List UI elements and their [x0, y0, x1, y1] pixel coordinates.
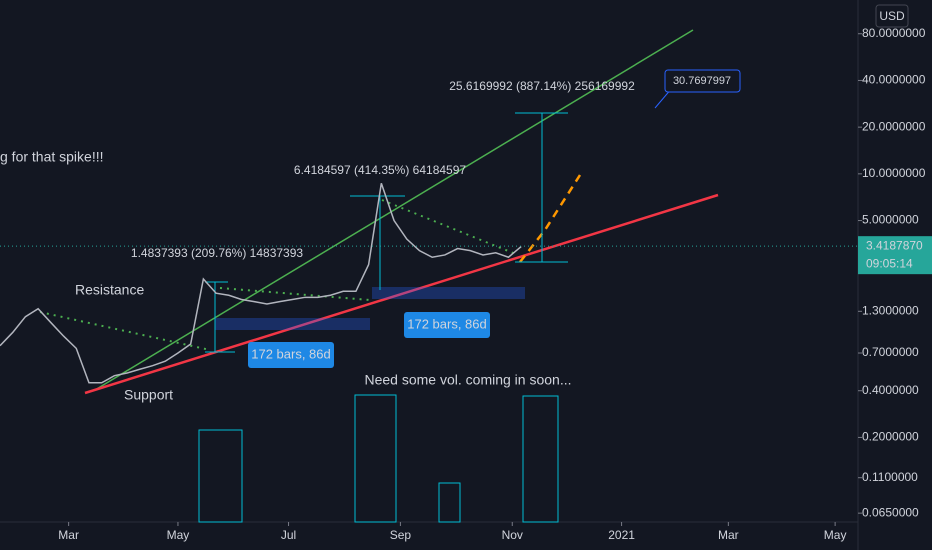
y-tick-label: 10.0000000	[862, 166, 926, 180]
x-tick-label: Jul	[281, 528, 296, 542]
x-tick-label: Nov	[502, 528, 523, 542]
price-line	[0, 182, 522, 384]
range-box	[215, 318, 370, 330]
x-tick-label: May	[824, 528, 847, 542]
range-box	[372, 287, 525, 299]
annotation: 172 bars, 86d	[251, 346, 331, 361]
y-tick-label: 0.7000000	[862, 345, 919, 359]
x-tick-label: 2021	[608, 528, 635, 542]
annotation: Support	[124, 387, 173, 403]
last-price-box	[858, 236, 932, 275]
y-tick-label: 20.0000000	[862, 119, 926, 133]
last-price-label: 3.4187870	[866, 238, 923, 252]
y-tick-label: 0.2000000	[862, 430, 919, 444]
callout-box	[664, 69, 741, 93]
resistance-line	[94, 29, 694, 391]
annotation: 30.7697997	[673, 75, 731, 87]
y-tick-label: 1.3000000	[862, 303, 919, 317]
y-tick-label: 0.1100000	[862, 470, 918, 484]
annotation: Resistance	[75, 282, 144, 298]
annotation: g for that spike!!!	[0, 149, 104, 165]
annotation: 6.4184597 (414.35%) 64184597	[294, 163, 466, 177]
currency[interactable]: USD	[879, 9, 905, 23]
volume-box	[522, 395, 559, 523]
x-tick-label: Mar	[58, 528, 79, 542]
bars-label-box	[404, 312, 490, 338]
y-tick-label: 0.0650000	[862, 505, 919, 519]
currency-box[interactable]	[875, 4, 909, 28]
y-tick-label: 140.0000000	[862, 0, 932, 2]
downtrend-dots	[39, 311, 211, 351]
annotation: Need some vol. coming in soon...	[365, 372, 572, 388]
y-tick-label: 0.4000000	[862, 383, 919, 397]
support-line	[84, 193, 719, 395]
x-tick-label: May	[167, 528, 190, 542]
annotation: 25.6169992 (887.14%) 256169992	[449, 79, 635, 93]
countdown: 09:05:14	[866, 256, 913, 270]
y-tick-label: 80.0000000	[862, 26, 926, 40]
y-tick-label: 40.0000000	[862, 73, 926, 87]
bars-label-box	[248, 342, 334, 368]
x-tick-label: Sep	[390, 528, 412, 542]
volume-box	[438, 482, 461, 523]
projection	[519, 174, 582, 263]
volume-box	[354, 394, 397, 523]
volume-box	[198, 429, 243, 523]
y-tick-label: 5.0000000	[862, 213, 919, 227]
annotation: 172 bars, 86d	[407, 316, 487, 331]
annotation: 1.4837393 (209.76%) 14837393	[131, 246, 303, 260]
x-tick-label: Mar	[718, 528, 739, 542]
